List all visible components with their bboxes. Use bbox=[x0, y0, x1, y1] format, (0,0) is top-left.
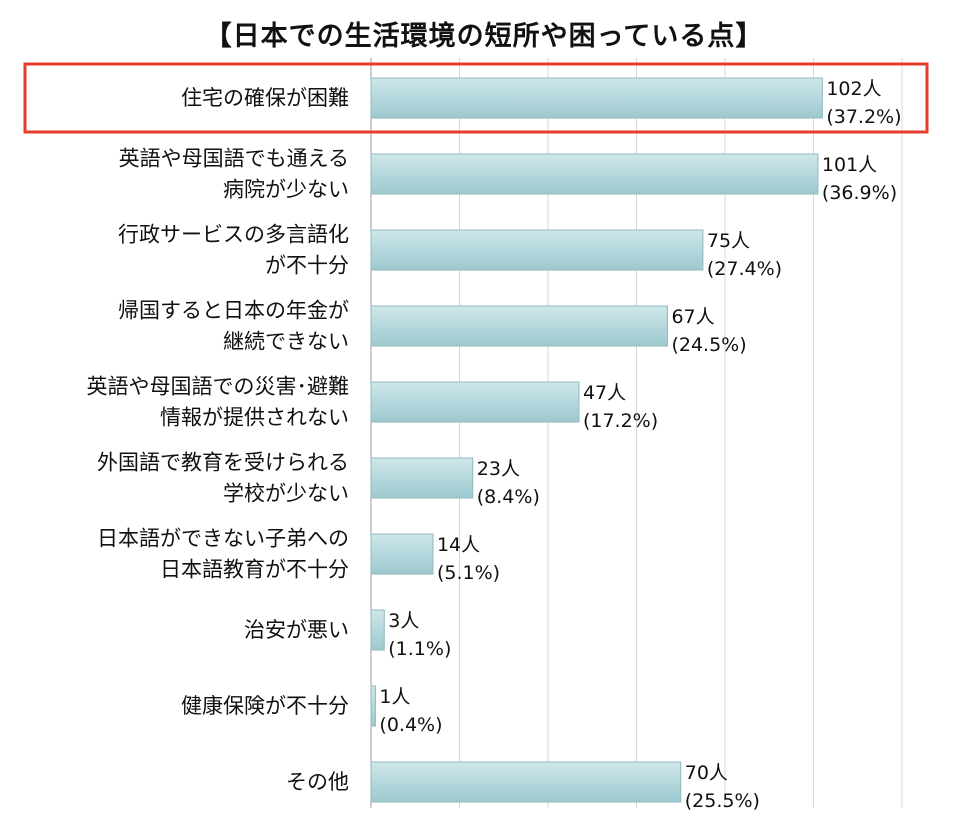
bar bbox=[370, 153, 819, 195]
count-label: 102人 bbox=[826, 78, 881, 100]
category-label: 健康保険が不十分 bbox=[181, 694, 349, 718]
count-label: 101人 bbox=[822, 154, 877, 176]
percent-label: (37.2%) bbox=[826, 106, 901, 128]
category-label: 治安が悪い bbox=[244, 618, 349, 642]
highlight-box bbox=[23, 62, 929, 134]
category-label: 日本語ができない子弟への bbox=[97, 527, 349, 551]
bar bbox=[370, 381, 580, 423]
category-label: 日本語教育が不十分 bbox=[160, 558, 349, 582]
category-label: 英語や母国語での災害･避難 bbox=[87, 375, 350, 399]
count-label: 67人 bbox=[671, 306, 714, 328]
category-label: 外国語で教育を受けられる bbox=[97, 451, 349, 475]
category-label: 行政サービスの多言語化 bbox=[118, 223, 349, 247]
bar bbox=[370, 609, 385, 651]
category-label: が不十分 bbox=[265, 254, 349, 278]
percent-label: (1.1%) bbox=[388, 638, 451, 660]
percent-label: (8.4%) bbox=[477, 486, 540, 508]
count-label: 47人 bbox=[583, 382, 626, 404]
category-label: 英語や母国語でも通える bbox=[119, 147, 349, 171]
percent-label: (36.9%) bbox=[822, 182, 897, 204]
category-label: 帰国すると日本の年金が bbox=[118, 299, 349, 323]
category-label: 住宅の確保が困難 bbox=[181, 86, 349, 110]
bar bbox=[370, 761, 682, 803]
chart-title: 【日本での生活環境の短所や困っている点】 bbox=[204, 21, 764, 52]
category-label: 病院が少ない bbox=[223, 178, 349, 202]
category-label: その他 bbox=[286, 770, 349, 794]
highlight bbox=[23, 62, 929, 134]
count-label: 1人 bbox=[379, 686, 410, 708]
bar bbox=[370, 457, 474, 499]
count-label: 70人 bbox=[685, 762, 728, 784]
category-label: 学校が少ない bbox=[223, 482, 349, 506]
bar bbox=[370, 77, 823, 119]
count-label: 14人 bbox=[437, 534, 480, 556]
count-label: 75人 bbox=[707, 230, 750, 252]
bars bbox=[370, 77, 823, 803]
bar bbox=[370, 229, 704, 271]
category-label: 情報が提供されない bbox=[160, 406, 349, 430]
percent-label: (27.4%) bbox=[707, 258, 782, 280]
category-label: 継続できない bbox=[223, 330, 349, 354]
percent-label: (5.1%) bbox=[437, 562, 500, 584]
percent-label: (0.4%) bbox=[379, 714, 442, 736]
bar bbox=[370, 685, 376, 727]
count-label: 3人 bbox=[388, 610, 419, 632]
percent-label: (24.5%) bbox=[671, 334, 746, 356]
bar bbox=[370, 533, 434, 575]
bar bbox=[370, 305, 668, 347]
percent-label: (17.2%) bbox=[583, 410, 658, 432]
category-labels: 住宅の確保が困難英語や母国語でも通える病院が少ない行政サービスの多言語化が不十分… bbox=[87, 86, 350, 794]
value-labels: 102人 (37.2%) 101人 (36.9%) 75人 (27.4%) 67人 (24.5… bbox=[379, 78, 901, 812]
percent-label: (25.5%) bbox=[685, 790, 760, 812]
count-label: 23人 bbox=[477, 458, 520, 480]
